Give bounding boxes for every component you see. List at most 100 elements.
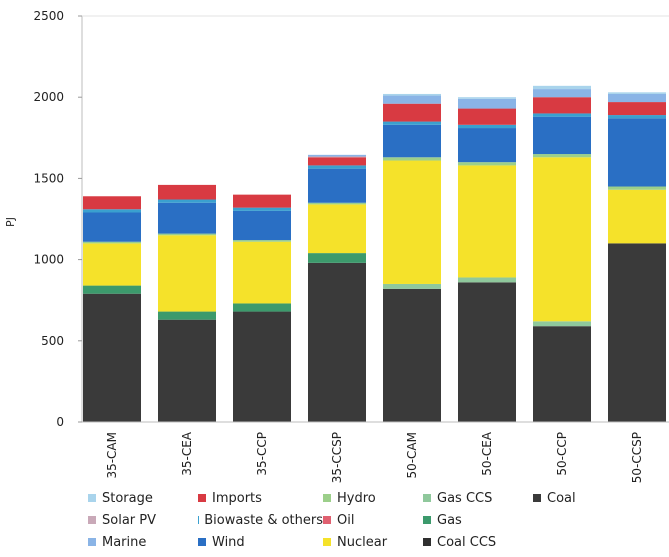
legend-label: Storage — [102, 490, 153, 506]
bar-segment-hydro — [233, 240, 291, 242]
legend-item: Gas — [423, 510, 533, 530]
legend-label: Nuclear — [337, 534, 388, 550]
legend-swatch — [323, 516, 331, 524]
x-tick-label: 35-CAM — [105, 432, 119, 479]
bar-segment-imports — [83, 196, 141, 210]
legend-swatch — [423, 516, 431, 524]
bar-segment-biowaste-others — [533, 113, 591, 117]
legend-swatch — [88, 538, 96, 546]
bar-segment-biowaste-others — [383, 121, 441, 125]
bar-segment-gas-ccs — [383, 283, 441, 289]
x-tick-label: 35-CCSP — [330, 432, 344, 483]
bar-segment-gas — [158, 311, 216, 320]
bar-segment-wind — [608, 118, 666, 187]
legend-label: Hydro — [337, 490, 376, 506]
legend-item: Marine — [88, 532, 198, 552]
y-tick-label: 500 — [41, 334, 64, 348]
legend-item: Storage — [88, 488, 198, 508]
legend-item: Hydro — [323, 488, 423, 508]
y-axis: 0 500 1000 1500 2000 2500 — [33, 9, 669, 429]
legend-item: Coal — [533, 488, 613, 508]
bar-segment-wind — [83, 212, 141, 242]
bar-segment-wind — [158, 202, 216, 234]
bar-segment-nuclear — [458, 165, 516, 278]
y-tick-label: 2500 — [33, 9, 64, 23]
bar-segment-coal — [383, 288, 441, 422]
bar-segment-marine — [533, 89, 591, 98]
legend-label: Coal CCS — [437, 534, 497, 550]
bar-segment-marine — [383, 95, 441, 104]
bar-segment-marine — [308, 154, 366, 157]
bar-segment-wind — [233, 210, 291, 241]
bar-segment-imports — [608, 102, 666, 116]
legend-swatch — [198, 494, 206, 502]
bar-segment-biowaste-others — [308, 165, 366, 169]
bar-segment-biowaste-others — [608, 115, 666, 119]
bar-segment-imports — [158, 184, 216, 200]
bar-segment-storage — [383, 93, 441, 96]
bar-segment-coal — [233, 311, 291, 422]
y-tick-label: 2000 — [33, 90, 64, 104]
legend-label: Biowaste & others — [204, 512, 323, 528]
bar-segment-gas — [233, 303, 291, 312]
bar-segment-nuclear — [533, 157, 591, 322]
bar-segment-imports — [383, 103, 441, 122]
y-tick-label: 0 — [56, 415, 64, 429]
chart-legend: Storage Imports Hydro Gas CCS Coal Solar PV Bi… — [88, 488, 668, 552]
bar-segment-nuclear — [608, 189, 666, 244]
legend-item: Gas CCS — [423, 488, 533, 508]
bar-stack-50-ccp — [533, 85, 591, 422]
legend-label: Gas — [437, 512, 462, 528]
legend-item: Nuclear — [323, 532, 423, 552]
x-axis: 35-CAM 35-CEA 35-CCP 35-CCSP 50-CAM 50-CEA 50-… — [82, 421, 669, 483]
bar-segment-imports — [308, 157, 366, 166]
bar-stack-50-cea — [458, 97, 516, 422]
legend-item: Wind — [198, 532, 323, 552]
bar-segment-gas-ccs — [533, 321, 591, 327]
legend-spacer — [533, 510, 613, 530]
bar-stack-35-ccsp — [308, 154, 366, 422]
bar-segment-wind — [533, 116, 591, 155]
bar-segment-gas — [308, 253, 366, 263]
bar-stack-50-ccsp — [608, 92, 666, 422]
bar-segment-storage — [458, 97, 516, 99]
legend-label: Wind — [212, 534, 245, 550]
legend-item: Coal CCS — [423, 532, 533, 552]
legend-swatch — [88, 516, 96, 524]
bar-segment-solar-pv — [308, 156, 366, 158]
bar-segment-coal — [458, 282, 516, 422]
bar-stack-35-cam — [83, 196, 141, 422]
legend-label: Imports — [212, 490, 262, 506]
x-tick-label: 35-CEA — [180, 431, 194, 476]
bar-segment-hydro — [83, 241, 141, 244]
bar-segment-coal — [308, 262, 366, 422]
bar-segment-hydro — [533, 154, 591, 158]
x-tick-label: 50-CCP — [555, 432, 569, 476]
legend-label: Coal — [547, 490, 576, 506]
bar-segment-marine — [608, 93, 666, 103]
x-tick-label: 50-CEA — [480, 431, 494, 476]
bar-segment-nuclear — [158, 235, 216, 312]
bar-segment-storage — [533, 85, 591, 90]
legend-label: Gas CCS — [437, 490, 493, 506]
bar-segment-biowaste-others — [158, 199, 216, 203]
legend-swatch — [198, 538, 206, 546]
bar-stack-35-cea — [158, 184, 216, 422]
bar-stack-50-cam — [383, 93, 441, 422]
x-tick-label: 50-CCSP — [630, 432, 644, 483]
bar-segment-biowaste-others — [458, 124, 516, 129]
bar-segment-imports — [458, 108, 516, 125]
bar-stack-35-ccp — [233, 194, 291, 422]
bar-segment-gas-ccs — [458, 277, 516, 283]
bar-segment-coal — [158, 319, 216, 422]
legend-label: Solar PV — [102, 512, 156, 528]
bar-segment-hydro — [608, 186, 666, 190]
legend-item: Biowaste & others — [198, 510, 323, 530]
legend-swatch — [323, 538, 331, 546]
legend-label: Oil — [337, 512, 355, 528]
legend-swatch — [533, 494, 541, 502]
bars — [83, 85, 666, 422]
y-axis-label: PJ — [4, 217, 17, 227]
bar-segment-wind — [383, 124, 441, 158]
